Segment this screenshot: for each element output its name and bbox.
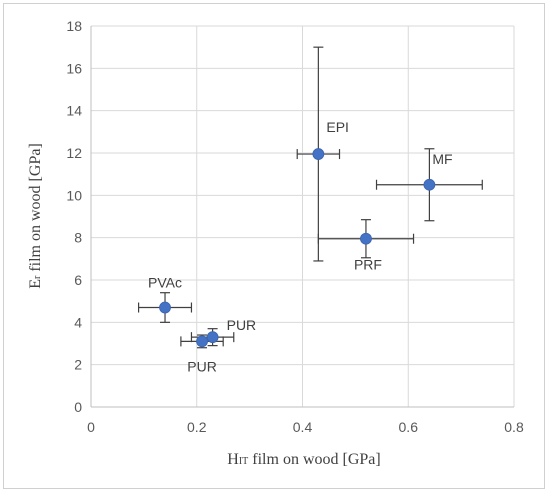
y-tick-label: 16: [66, 60, 82, 76]
y-tick-label: 2: [74, 357, 82, 373]
point-label: EPI: [326, 119, 349, 135]
data-point: [312, 148, 325, 160]
x-tick-label: 0.2: [187, 419, 207, 435]
data-point: [196, 335, 208, 348]
point-label: MF: [432, 151, 452, 167]
tick-labels: 0 2 4 6 8 10 12 14 16 18 0 0.2 0.4 0.6 0.8: [66, 18, 524, 435]
point-label: PVAc: [148, 275, 182, 291]
y-tick-label: 6: [74, 272, 82, 288]
error-bars: [137, 46, 483, 349]
y-tick-label: 8: [74, 230, 82, 246]
y-tick-label: 10: [66, 187, 82, 203]
x-tick-label: 0.6: [399, 419, 419, 435]
x-axis-title: HIT film on wood [GPa]: [227, 451, 380, 468]
point-label: PUR: [227, 317, 257, 333]
x-tick-label: 0.8: [504, 419, 524, 435]
y-tick-label: 12: [66, 145, 82, 161]
point-labels: EPI MF PRF PVAc PUR PUR: [148, 119, 453, 374]
y-tick-label: 14: [66, 103, 82, 119]
chart-frame: [3, 3, 545, 489]
point-label: PRF: [354, 257, 382, 273]
data-point: [423, 178, 436, 191]
data-point: [159, 301, 171, 314]
point-label: PUR: [187, 358, 217, 374]
x-tick-label: 0.4: [293, 419, 313, 435]
y-tick-label: 0: [74, 399, 82, 415]
axes: [90, 26, 514, 408]
gridlines: [91, 25, 515, 407]
y-tick-label: 18: [66, 18, 82, 34]
x-tick-label: 0: [87, 419, 95, 435]
data-point: [360, 232, 372, 245]
y-tick-label: 4: [74, 314, 82, 330]
data-points: [159, 148, 436, 348]
y-axis-title: Er film on wood [GPa]: [27, 143, 44, 289]
data-point: [206, 331, 219, 344]
